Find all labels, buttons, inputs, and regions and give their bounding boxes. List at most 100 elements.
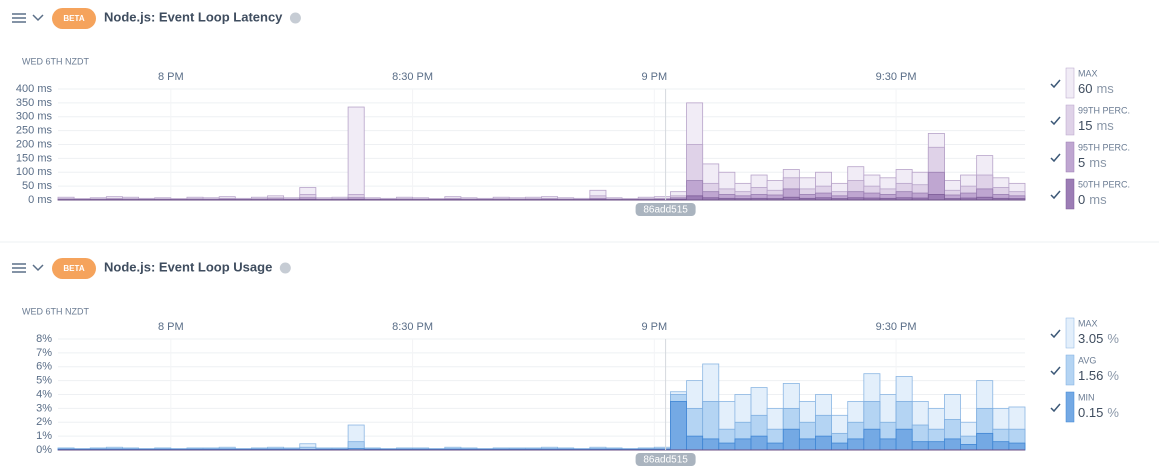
- x-tick-label: 9 PM: [641, 71, 667, 83]
- y-tick-label: 0 ms: [28, 194, 52, 206]
- y-tick-label: 200 ms: [16, 138, 53, 150]
- legend-check: [1050, 366, 1061, 376]
- legend-check: [1050, 329, 1061, 339]
- y-tick-label: 3%: [36, 402, 52, 414]
- x-tick-label: 8:30 PM: [392, 321, 433, 333]
- bar: [863, 428, 881, 451]
- legend-check: [1050, 153, 1061, 163]
- bar: [927, 441, 945, 451]
- bar: [831, 442, 849, 451]
- chart-panel: BETA Node.js: Event Loop Usage WED 6TH NZD…: [12, 258, 1119, 466]
- x-tick-label: 8 PM: [158, 321, 184, 333]
- bar: [927, 194, 945, 201]
- deploy-tag: [635, 453, 696, 466]
- bar: [992, 441, 1010, 451]
- legend-number: 1.56: [1078, 368, 1103, 383]
- bar: [670, 401, 687, 451]
- badge-text: BETA: [63, 14, 84, 23]
- legend-value: 0.15%: [1078, 405, 1119, 420]
- legend-value: 60 ms: [1078, 81, 1114, 96]
- x-tick-label: 9:30 PM: [876, 321, 917, 333]
- bar: [879, 438, 897, 451]
- legend-check: [1050, 79, 1061, 89]
- y-tick-label: 6%: [36, 361, 52, 373]
- legend-swatch: [1065, 104, 1075, 136]
- bar: [766, 442, 784, 451]
- chart-panel: BETA Node.js: Event Loop Latency WED 6TH N…: [12, 8, 1130, 216]
- bar: [911, 441, 929, 451]
- y-tick-label: 4%: [36, 388, 52, 400]
- y-tick-label: 400 ms: [16, 83, 53, 95]
- info-icon: [289, 12, 301, 24]
- y-tick-label: 8%: [36, 333, 52, 345]
- legend-value: 0 ms: [1078, 192, 1107, 207]
- collapse-icon: [32, 14, 44, 22]
- legend-swatch: [1065, 317, 1075, 349]
- x-tick-label: 8:30 PM: [392, 71, 433, 83]
- badge-text: BETA: [63, 264, 84, 273]
- bar: [960, 444, 978, 451]
- legend-name: 99TH PERC.: [1078, 105, 1130, 115]
- panel-title: Node.js: Event Loop Usage: [104, 259, 272, 274]
- bar: [895, 428, 913, 451]
- bar: [815, 435, 833, 451]
- bar: [702, 438, 720, 451]
- legend-swatch: [1065, 178, 1075, 210]
- legend-swatch: [1065, 354, 1075, 386]
- bar: [1008, 442, 1026, 451]
- bar: [686, 435, 704, 451]
- info-icon: [279, 262, 291, 274]
- legend-number: 60: [1078, 81, 1092, 96]
- legend-unit: %: [1107, 331, 1119, 346]
- y-tick-label: 350 ms: [16, 97, 53, 109]
- legend-number: 0: [1078, 192, 1085, 207]
- y-tick-label: 1%: [36, 430, 52, 442]
- date-label: WED 6TH NZDT: [22, 56, 89, 66]
- date-label: WED 6TH NZDT: [22, 306, 89, 316]
- bar: [847, 438, 865, 451]
- bar: [750, 435, 768, 451]
- legend-check: [1050, 403, 1061, 413]
- y-tick-label: 5%: [36, 375, 52, 387]
- deploy-label: 86add515: [643, 205, 688, 216]
- deploy-tag: [635, 203, 696, 216]
- x-tick-label: 9 PM: [641, 321, 667, 333]
- badge: [52, 8, 96, 29]
- legend-unit: ms: [1089, 192, 1107, 207]
- collapse-icon: [32, 264, 44, 272]
- y-tick-label: 250 ms: [16, 125, 53, 137]
- bar: [734, 438, 752, 451]
- legend-number: 0.15: [1078, 405, 1103, 420]
- deploy-label: 86add515: [643, 455, 688, 466]
- panel-title: Node.js: Event Loop Latency: [104, 9, 283, 24]
- bar: [782, 428, 800, 451]
- legend-name: 95TH PERC.: [1078, 142, 1130, 152]
- legend-check: [1050, 190, 1061, 200]
- y-tick-label: 2%: [36, 416, 52, 428]
- legend-unit: ms: [1096, 81, 1114, 96]
- bar: [718, 442, 736, 451]
- badge: [52, 258, 96, 279]
- y-tick-label: 100 ms: [16, 166, 53, 178]
- legend-name: AVG: [1078, 355, 1096, 365]
- bar: [976, 432, 994, 451]
- legend-number: 15: [1078, 118, 1092, 133]
- legend-name: MAX: [1078, 318, 1098, 328]
- bar: [347, 106, 365, 201]
- legend-unit: ms: [1089, 155, 1107, 170]
- legend-unit: %: [1107, 368, 1119, 383]
- legend-name: MAX: [1078, 68, 1098, 78]
- bar: [686, 195, 704, 201]
- legend-name: MIN: [1078, 392, 1095, 402]
- legend-swatch: [1065, 391, 1075, 423]
- legend-value: 3.05%: [1078, 331, 1119, 346]
- x-tick-label: 8 PM: [158, 71, 184, 83]
- bar: [944, 438, 961, 451]
- legend-value: 15 ms: [1078, 118, 1114, 133]
- legend-value: 5 ms: [1078, 155, 1107, 170]
- legend-unit: %: [1107, 405, 1119, 420]
- legend-value: 1.56%: [1078, 368, 1119, 383]
- legend-swatch: [1065, 67, 1075, 99]
- legend-swatch: [1065, 141, 1075, 173]
